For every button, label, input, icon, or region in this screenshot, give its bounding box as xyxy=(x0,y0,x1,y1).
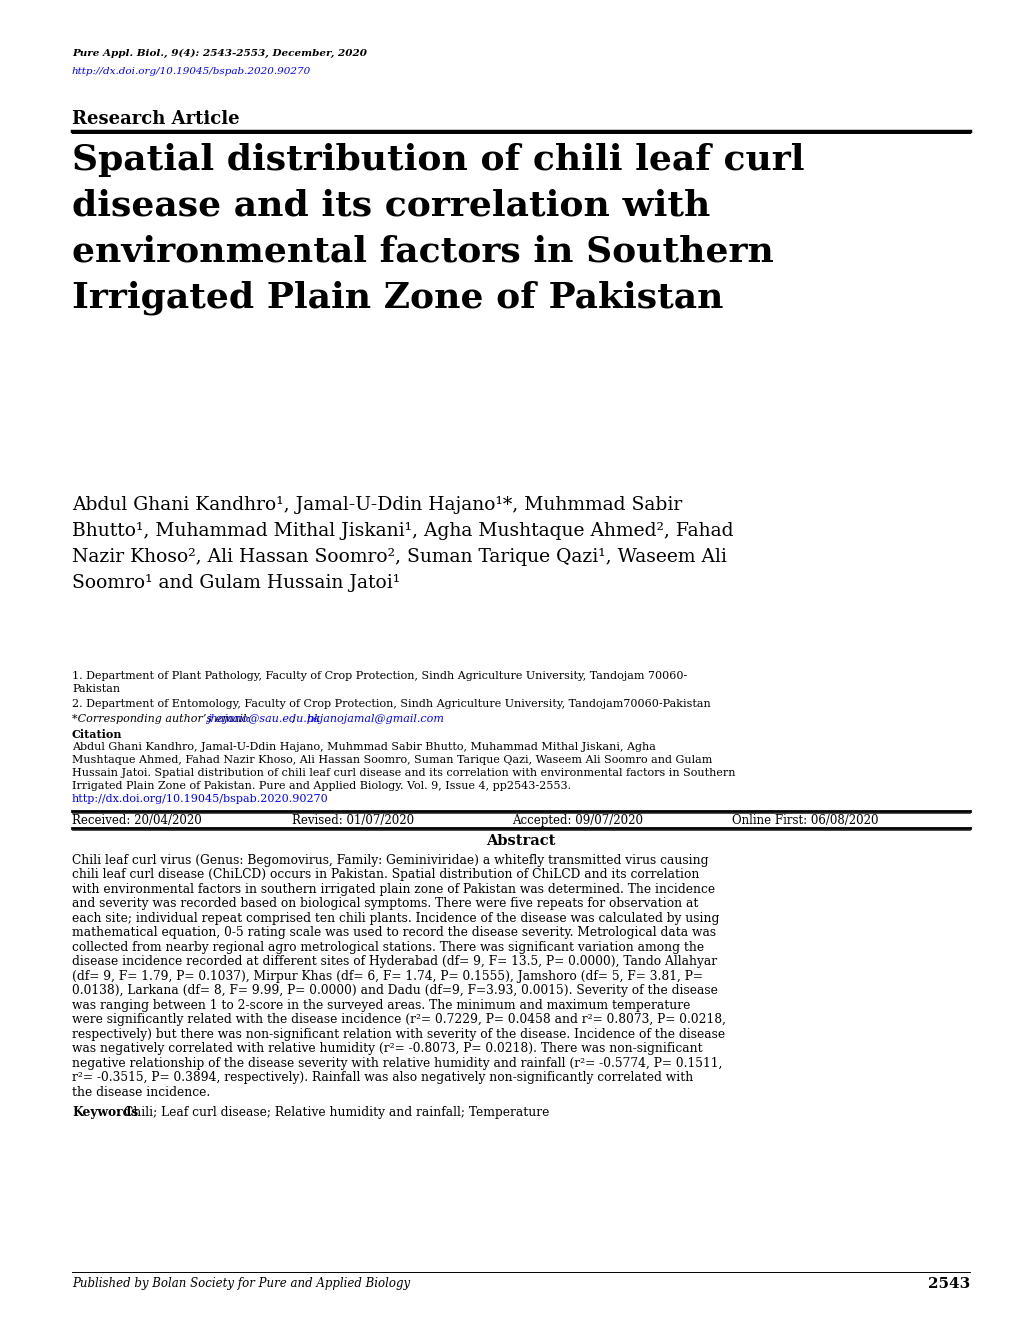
Text: Irrigated Plain Zone of Pakistan: Irrigated Plain Zone of Pakistan xyxy=(72,281,722,315)
Text: Pure Appl. Biol., 9(4): 2543-2553, December, 2020: Pure Appl. Biol., 9(4): 2543-2553, Decem… xyxy=(72,49,367,58)
Text: Pakistan: Pakistan xyxy=(72,684,120,693)
Text: were significantly related with the disease incidence (r²= 0.7229, P= 0.0458 and: were significantly related with the dise… xyxy=(72,1012,726,1026)
Text: and severity was recorded based on biological symptoms. There were five repeats : and severity was recorded based on biolo… xyxy=(72,898,698,909)
Text: (df= 9, F= 1.79, P= 0.1037), Mirpur Khas (df= 6, F= 1.74, P= 0.1555), Jamshoro (: (df= 9, F= 1.79, P= 0.1037), Mirpur Khas… xyxy=(72,970,702,982)
Text: 1. Department of Plant Pathology, Faculty of Crop Protection, Sindh Agriculture : 1. Department of Plant Pathology, Facult… xyxy=(72,671,687,681)
Text: Soomro¹ and Gulam Hussain Jatoi¹: Soomro¹ and Gulam Hussain Jatoi¹ xyxy=(72,574,399,593)
Text: *Corresponding author’s email:: *Corresponding author’s email: xyxy=(72,714,254,723)
Text: Keywords: Keywords xyxy=(72,1106,138,1119)
Text: http://dx.doi.org/10.19045/bspab.2020.90270: http://dx.doi.org/10.19045/bspab.2020.90… xyxy=(72,793,328,804)
Text: Bhutto¹, Muhammad Mithal Jiskani¹, Agha Mushtaque Ahmed², Fahad: Bhutto¹, Muhammad Mithal Jiskani¹, Agha … xyxy=(72,523,733,540)
Text: 2. Department of Entomology, Faculty of Crop Protection, Sindh Agriculture Unive: 2. Department of Entomology, Faculty of … xyxy=(72,698,710,709)
Text: Hussain Jatoi. Spatial distribution of chili leaf curl disease and its correlati: Hussain Jatoi. Spatial distribution of c… xyxy=(72,767,735,777)
Text: Accepted: 09/07/2020: Accepted: 09/07/2020 xyxy=(512,813,642,826)
Text: Mushtaque Ahmed, Fahad Nazir Khoso, Ali Hassan Soomro, Suman Tarique Qazi, Wasee: Mushtaque Ahmed, Fahad Nazir Khoso, Ali … xyxy=(72,755,711,764)
Text: 2543: 2543 xyxy=(927,1276,969,1291)
Text: Revised: 01/07/2020: Revised: 01/07/2020 xyxy=(291,813,414,826)
Text: Abstract: Abstract xyxy=(486,833,555,847)
Text: Abdul Ghani Kandhro, Jamal-U-Ddin Hajano, Muhmmad Sabir Bhutto, Muhammad Mithal : Abdul Ghani Kandhro, Jamal-U-Ddin Hajano… xyxy=(72,742,655,751)
Text: environmental factors in Southern: environmental factors in Southern xyxy=(72,235,773,268)
Text: hajanojamal@gmail.com: hajanojamal@gmail.com xyxy=(307,714,444,723)
Text: Research Article: Research Article xyxy=(72,110,239,128)
Text: respectively) but there was non-significant relation with severity of the diseas: respectively) but there was non-signific… xyxy=(72,1027,725,1040)
Text: : Chili; Leaf curl disease; Relative humidity and rainfall; Temperature: : Chili; Leaf curl disease; Relative hum… xyxy=(116,1106,549,1119)
Text: jhajano@sau.edu.pk: jhajano@sau.edu.pk xyxy=(207,714,320,723)
Text: disease incidence recorded at different sites of Hyderabad (df= 9, F= 13.5, P= 0: disease incidence recorded at different … xyxy=(72,956,716,968)
Text: Nazir Khoso², Ali Hassan Soomro², Suman Tarique Qazi¹, Waseem Ali: Nazir Khoso², Ali Hassan Soomro², Suman … xyxy=(72,548,727,566)
Text: http://dx.doi.org/10.19045/bspab.2020.90270: http://dx.doi.org/10.19045/bspab.2020.90… xyxy=(72,67,311,77)
Text: ;: ; xyxy=(285,714,303,723)
Text: Citation: Citation xyxy=(72,729,122,739)
Text: with environmental factors in southern irrigated plain zone of Pakistan was dete: with environmental factors in southern i… xyxy=(72,883,714,895)
Text: Abdul Ghani Kandhro¹, Jamal-U-Ddin Hajano¹*, Muhmmad Sabir: Abdul Ghani Kandhro¹, Jamal-U-Ddin Hajan… xyxy=(72,496,682,515)
Text: Published by Bolan Society for Pure and Applied Biology: Published by Bolan Society for Pure and … xyxy=(72,1276,410,1290)
Text: collected from nearby regional agro metrological stations. There was significant: collected from nearby regional agro metr… xyxy=(72,941,703,953)
Text: Received: 20/04/2020: Received: 20/04/2020 xyxy=(72,813,202,826)
Text: Chili leaf curl virus (Genus: Begomovirus, Family: Geminiviridae) a whitefly tra: Chili leaf curl virus (Genus: Begomoviru… xyxy=(72,854,708,866)
Text: r²= -0.3515, P= 0.3894, respectively). Rainfall was also negatively non-signific: r²= -0.3515, P= 0.3894, respectively). R… xyxy=(72,1071,693,1084)
Text: the disease incidence.: the disease incidence. xyxy=(72,1085,210,1098)
Text: was negatively correlated with relative humidity (r²= -0.8073, P= 0.0218). There: was negatively correlated with relative … xyxy=(72,1041,702,1055)
Text: mathematical equation, 0-5 rating scale was used to record the disease severity.: mathematical equation, 0-5 rating scale … xyxy=(72,927,715,939)
Text: Spatial distribution of chili leaf curl: Spatial distribution of chili leaf curl xyxy=(72,143,804,177)
Text: Online First: 06/08/2020: Online First: 06/08/2020 xyxy=(732,813,877,826)
Text: was ranging between 1 to 2-score in the surveyed areas. The minimum and maximum : was ranging between 1 to 2-score in the … xyxy=(72,998,690,1011)
Text: disease and its correlation with: disease and its correlation with xyxy=(72,189,709,223)
Text: Irrigated Plain Zone of Pakistan. Pure and Applied Biology. Vol. 9, Issue 4, pp2: Irrigated Plain Zone of Pakistan. Pure a… xyxy=(72,780,571,791)
Text: negative relationship of the disease severity with relative humidity and rainfal: negative relationship of the disease sev… xyxy=(72,1056,721,1069)
Text: chili leaf curl disease (ChiLCD) occurs in Pakistan. Spatial distribution of Chi: chili leaf curl disease (ChiLCD) occurs … xyxy=(72,869,699,880)
Text: 0.0138), Larkana (df= 8, F= 9.99, P= 0.0000) and Dadu (df=9, F=3.93, 0.0015). Se: 0.0138), Larkana (df= 8, F= 9.99, P= 0.0… xyxy=(72,985,717,997)
Text: each site; individual repeat comprised ten chili plants. Incidence of the diseas: each site; individual repeat comprised t… xyxy=(72,912,718,924)
